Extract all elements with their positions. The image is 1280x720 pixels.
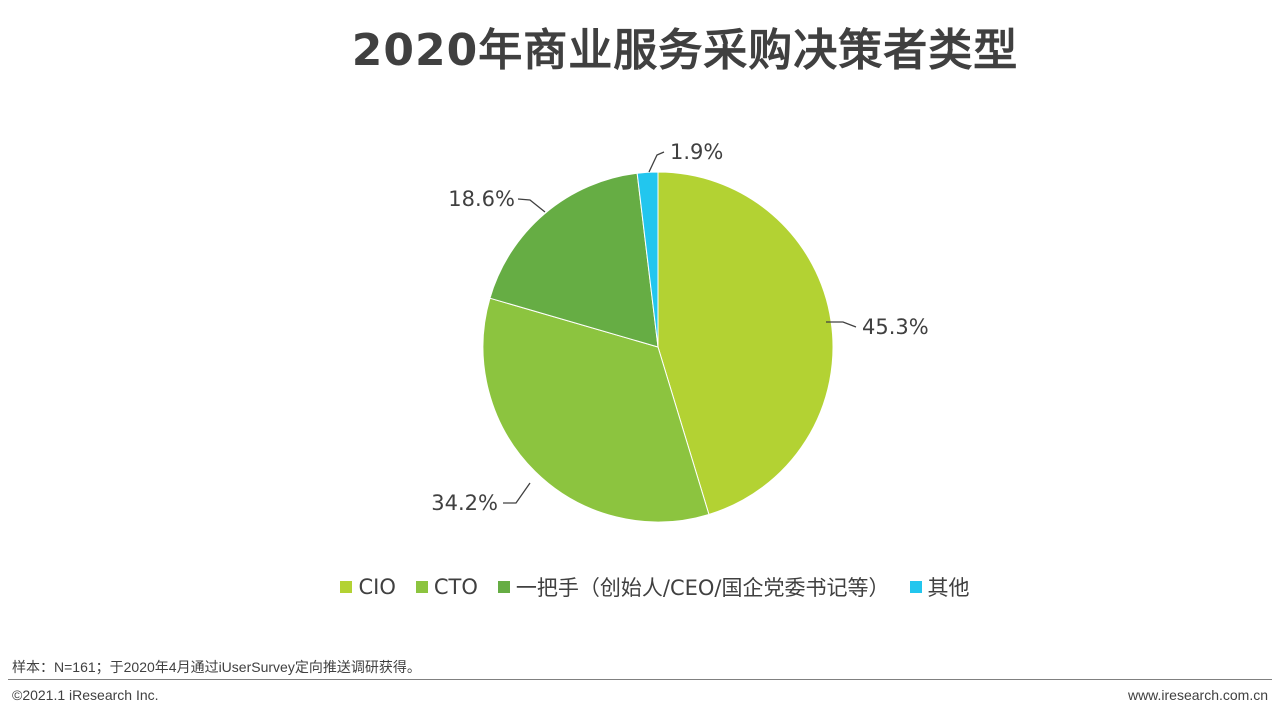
leader-line-0 xyxy=(826,321,857,328)
legend-label: CIO xyxy=(358,575,396,599)
copyright-text: ©2021.1 iResearch Inc. xyxy=(12,687,159,703)
legend: CIO CTO 一把手（创始人/CEO/国企党委书记等） 其他 xyxy=(0,572,1280,602)
pie-slice-2 xyxy=(489,172,659,348)
legend-label: 一把手（创始人/CEO/国企党委书记等） xyxy=(515,576,890,600)
legend-swatch xyxy=(909,581,922,593)
pie-slice-0 xyxy=(657,171,834,516)
legend-swatch xyxy=(497,581,510,593)
leader-line-3 xyxy=(648,151,665,173)
pie-slice-1 xyxy=(482,297,710,523)
footer-divider xyxy=(8,679,1272,680)
data-label-0: 45.3% xyxy=(862,315,929,339)
legend-item-0: CIO xyxy=(340,575,396,599)
website-text: www.iresearch.com.cn xyxy=(1127,687,1268,703)
legend-item-3: 其他 xyxy=(909,572,970,602)
data-label-3: 1.9% xyxy=(670,140,723,164)
legend-item-2: 一把手（创始人/CEO/国企党委书记等） xyxy=(497,572,890,602)
data-label-1: 34.2% xyxy=(431,491,498,515)
pie-chart: 45.3% 34.2% 18.6% 1.9% xyxy=(431,140,929,523)
legend-item-1: CTO xyxy=(415,575,478,599)
legend-label: 其他 xyxy=(927,576,970,600)
pie-slice-3 xyxy=(636,171,659,348)
legend-swatch xyxy=(415,581,428,593)
sample-note: 样本：N=161；于2020年4月通过iUserSurvey定向推送调研获得。 xyxy=(12,659,421,675)
legend-label: CTO xyxy=(433,575,478,599)
chart-title: 2020年商业服务采购决策者类型 xyxy=(351,25,1019,76)
leader-line-2 xyxy=(517,198,546,213)
data-label-2: 18.6% xyxy=(448,187,515,211)
legend-swatch xyxy=(340,581,353,593)
leader-line-1 xyxy=(503,482,531,504)
